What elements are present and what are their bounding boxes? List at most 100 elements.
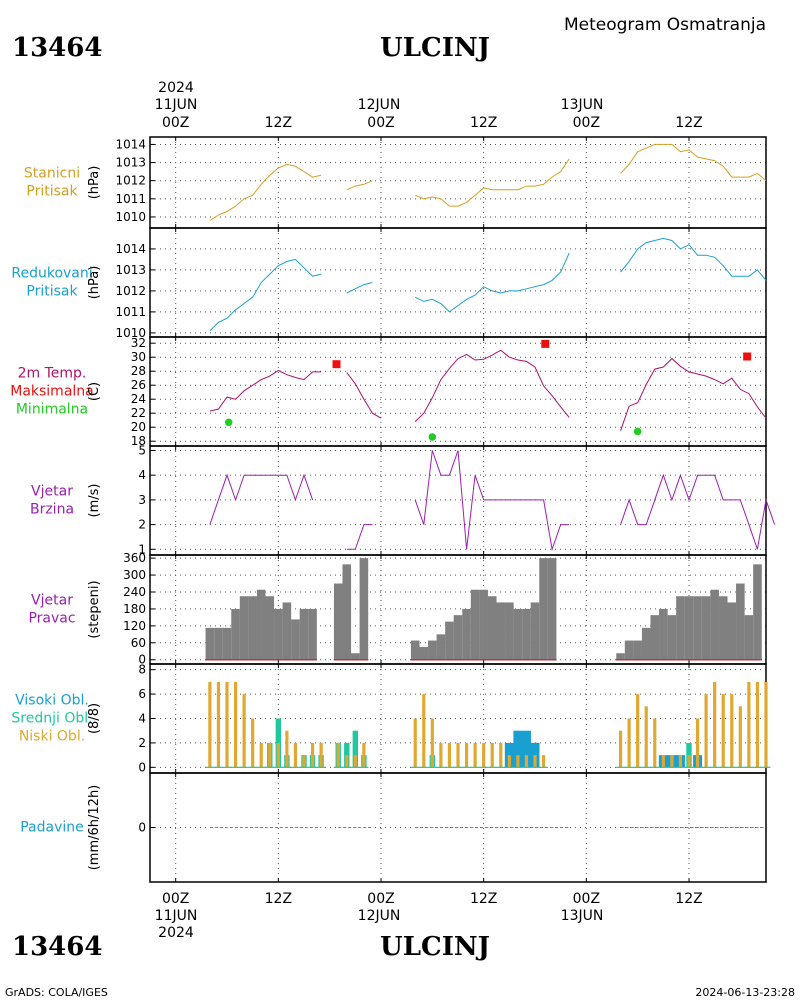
direction-bar-47	[727, 602, 737, 660]
direction-bar-15	[351, 653, 360, 660]
bottom-tick-label-4: 00Z	[573, 891, 600, 907]
direction-bar-16	[359, 558, 369, 660]
y-tick-label-3: 1013	[115, 263, 146, 277]
direction-bar-7	[265, 596, 275, 660]
top-tick-label-3: 12Z	[470, 115, 497, 131]
y-tick-label-1: 2	[138, 518, 146, 532]
tmin-point-0	[224, 418, 233, 427]
bottom-tick-label-1: 12Z	[265, 891, 292, 907]
y-tick-label-3: 180	[123, 602, 146, 616]
direction-bar-32	[539, 558, 548, 660]
low-cloud-bar-11	[302, 755, 306, 768]
low-cloud-bar-41	[678, 755, 683, 768]
bottom-tick-label-0: 00Z	[162, 891, 189, 907]
direction-bar-33	[547, 558, 557, 660]
low-cloud-bar-22	[447, 742, 452, 768]
direction-bar-35	[624, 640, 634, 660]
tmax-point-2	[743, 352, 752, 361]
y-tick-label-3: 1013	[115, 156, 146, 170]
direction-bar-6	[256, 589, 266, 660]
direction-bar-48	[736, 583, 745, 660]
direction-bar-45	[710, 589, 719, 660]
direction-bar-46	[718, 596, 728, 660]
low-cloud-bar-9	[285, 730, 289, 768]
series-line-segment-0	[209, 473, 314, 525]
y-tick-label-0: 0	[138, 653, 146, 667]
y-tick-label-1: 20	[131, 420, 146, 434]
y-tick-label-5: 300	[123, 568, 146, 582]
direction-bar-11	[299, 608, 309, 660]
y-tick-label-1: 1011	[115, 305, 146, 319]
low-cloud-bar-27	[490, 742, 494, 768]
bottom-tick-label-3: 12Z	[470, 891, 497, 907]
direction-bar-49	[744, 615, 754, 660]
low-cloud-bar-17	[362, 742, 366, 768]
mid-cloud-bar-15	[344, 742, 350, 768]
direction-bar-0	[205, 627, 215, 660]
bottom-date-label-1: 11JUN	[155, 908, 198, 924]
y-tick-label-5: 28	[131, 364, 146, 378]
mid-cloud-bar-16	[352, 730, 359, 768]
series-line-segment-2	[414, 450, 570, 552]
direction-bar-29	[513, 608, 523, 660]
low-cloud-bar-5	[251, 718, 255, 768]
y-tick-label-0: 0	[138, 821, 146, 835]
low-cloud-bar-46	[721, 694, 725, 768]
direction-bar-19	[428, 640, 437, 660]
panel-station-pressure: 1010 1011 1012 1013 1014 Stanicni Pritisak (hPa…	[24, 136, 767, 229]
tmax-point-1	[541, 339, 550, 348]
low-cloud-bar-21	[439, 742, 443, 768]
low-cloud-bar-34	[618, 730, 623, 768]
bottom-date-label-2: 12JUN	[358, 908, 401, 924]
series-line-segment-2	[414, 252, 570, 313]
low-cloud-bar-0	[208, 681, 212, 768]
low-cloud-bar-7	[268, 742, 272, 768]
direction-bar-42	[684, 596, 694, 660]
top-date-label-2: 12JUN	[358, 97, 401, 113]
low-cloud-bar-6	[259, 742, 263, 768]
low-cloud-bar-15	[345, 755, 349, 768]
low-cloud-bar-43	[695, 718, 700, 768]
y-tick-label-1: 2	[138, 736, 146, 750]
series-line-segment-1	[346, 524, 373, 550]
station-name-bottom: ULCINJ	[380, 932, 490, 962]
direction-bar-20	[436, 634, 446, 660]
station-id-top: 13464	[12, 33, 102, 63]
direction-bar-30	[522, 608, 531, 660]
series-line-segment-0	[209, 258, 322, 332]
low-cloud-bar-51	[764, 681, 768, 768]
direction-bar-12	[308, 608, 317, 660]
panel-label-line-1: Maksimalna	[10, 384, 94, 400]
direction-bar-21	[445, 621, 454, 660]
y-axis-title: (C)	[87, 382, 102, 401]
direction-bar-25	[479, 589, 488, 660]
low-cloud-bar-30	[516, 755, 520, 768]
y-axis-title: (8/8)	[87, 703, 102, 734]
mid-cloud-bar-42	[686, 742, 692, 768]
direction-bar-31	[530, 602, 540, 660]
low-cloud-bar-12	[310, 742, 315, 768]
panel-label-line-0: 2m Temp.	[18, 366, 87, 382]
direction-bar-8	[274, 608, 283, 660]
y-tick-label-7: 32	[131, 336, 146, 350]
y-tick-label-6: 30	[131, 350, 146, 364]
panel-precipitation: 0 Padavine (mm/6h/12h)	[20, 772, 767, 883]
panel-label-line-0: Visoki Obl.	[15, 693, 89, 709]
low-cloud-bar-4	[242, 694, 246, 768]
top-tick-label-1: 12Z	[265, 115, 292, 131]
direction-bar-22	[453, 615, 463, 660]
series-line-segment-2	[415, 158, 570, 207]
y-tick-label-1: 1011	[115, 192, 146, 206]
series-line-segment-1	[346, 282, 373, 294]
series-line-segment-2	[414, 349, 570, 422]
low-cloud-bar-10	[293, 742, 298, 768]
series-line-segment-1	[346, 180, 373, 191]
series-line-segment-3	[620, 237, 767, 281]
panel-label-line-0: Padavine	[20, 820, 84, 836]
low-cloud-bar-37	[644, 706, 648, 768]
y-tick-label-4: 5	[138, 443, 146, 457]
direction-bar-10	[291, 619, 300, 660]
low-cloud-bar-50	[755, 681, 760, 768]
station-id-bottom: 13464	[12, 932, 102, 962]
